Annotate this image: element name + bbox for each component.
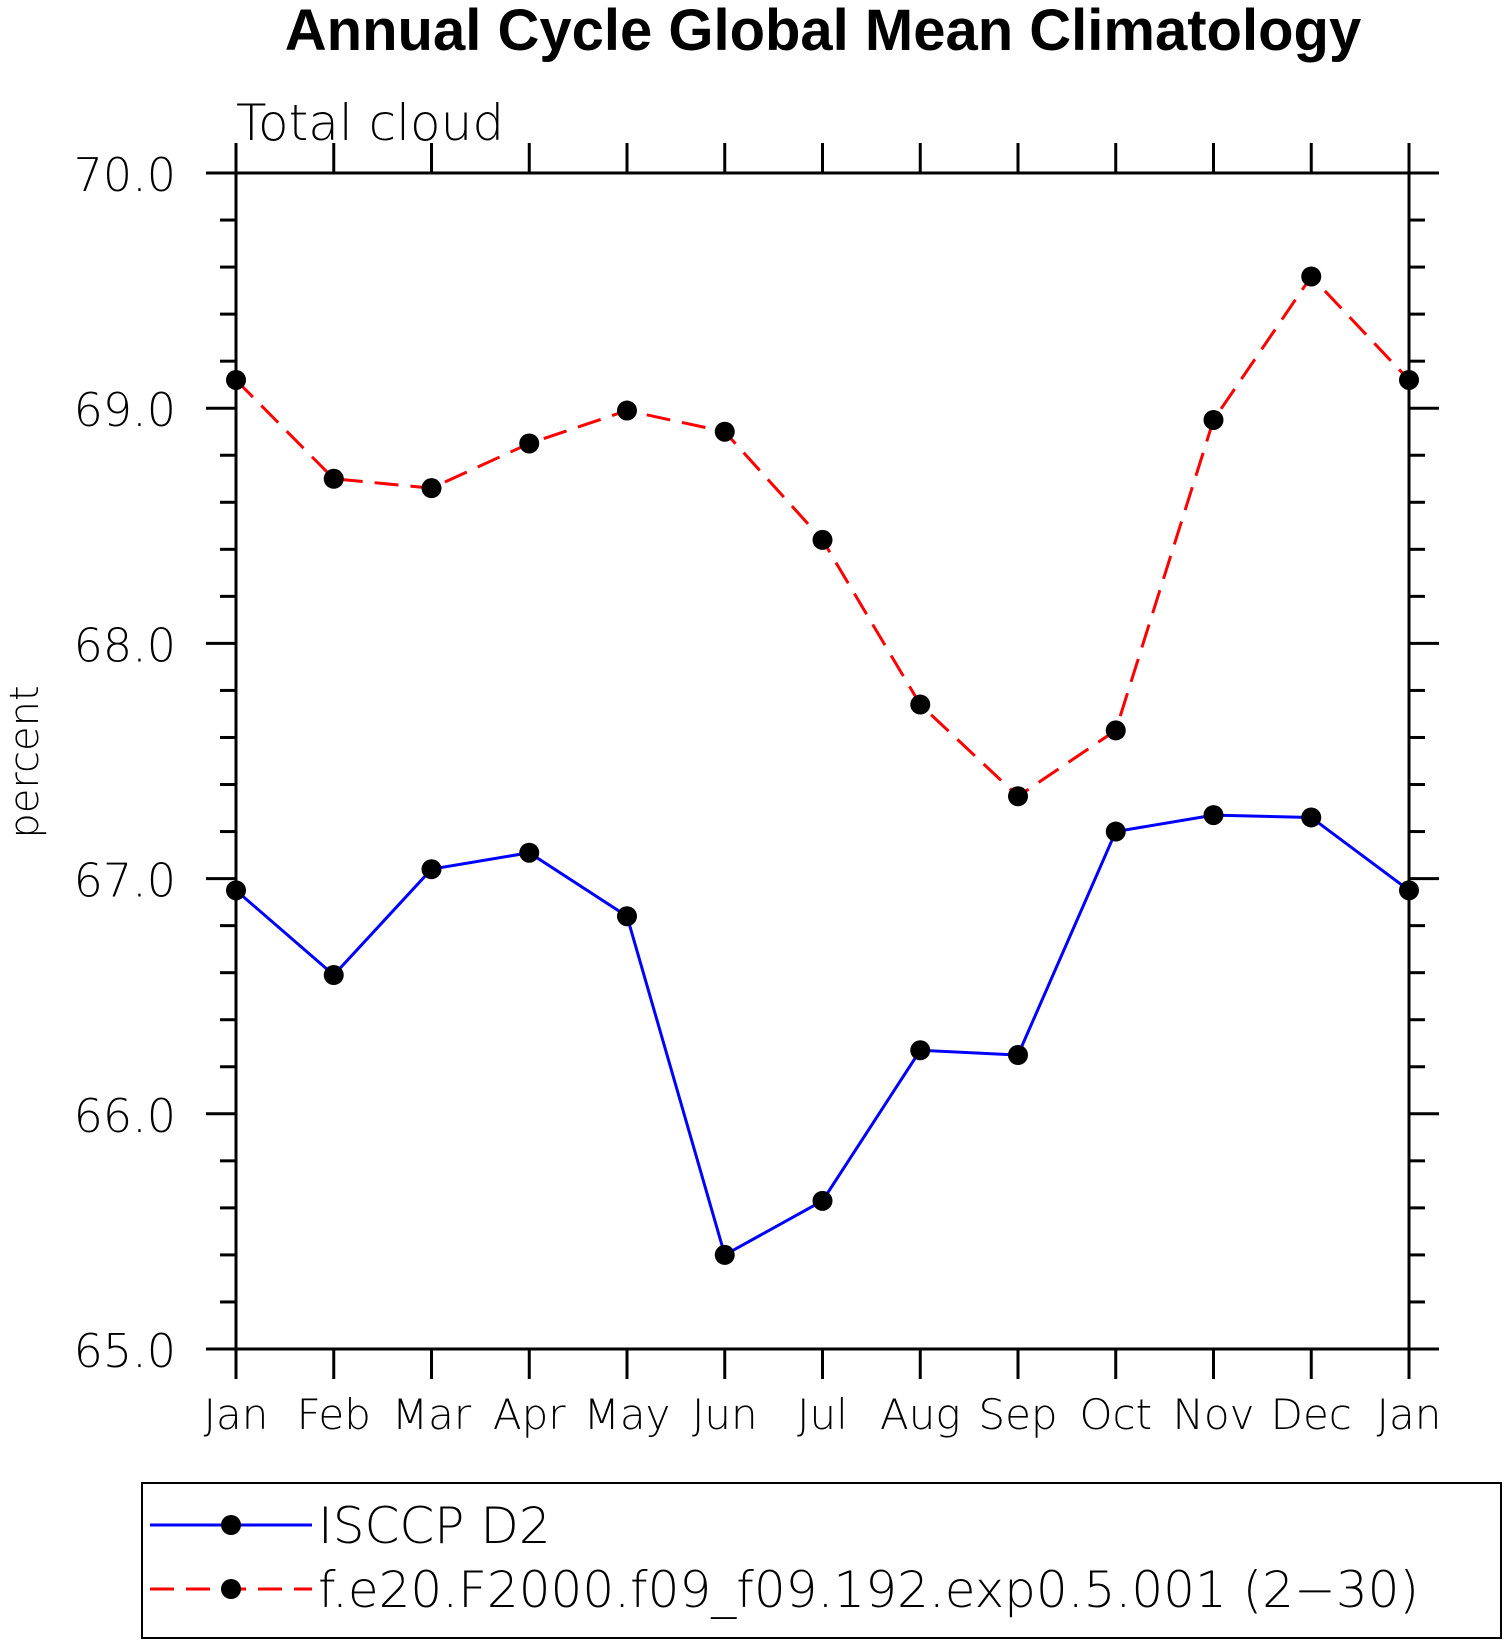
data-point xyxy=(714,421,735,442)
axes: 65.0 66.0 67.0 68.0 69.0 70.0 Jan Feb Mar Apr May J… xyxy=(74,143,1442,1439)
legend: ISCCP D2 f.e20.F2000.f09_f09.192.exp0.5.0… xyxy=(150,1497,1419,1619)
data-point xyxy=(1105,720,1126,741)
data-point xyxy=(617,400,637,421)
x-tick-label: Aug xyxy=(880,1390,961,1439)
y-tick-label: 67.0 xyxy=(74,854,176,908)
x-tick-label: Nov xyxy=(1173,1390,1255,1439)
x-tick-label: Mar xyxy=(392,1390,472,1439)
data-point xyxy=(323,965,344,986)
data-point xyxy=(1301,807,1322,828)
data-point xyxy=(1008,786,1028,807)
data-point xyxy=(812,529,833,550)
chart-subtitle: Total cloud xyxy=(236,94,504,152)
data-point xyxy=(519,433,540,454)
data-point xyxy=(812,1190,833,1211)
chart-title: Annual Cycle Global Mean Climatology xyxy=(285,0,1361,63)
legend-label: ISCCP D2 xyxy=(318,1497,551,1555)
data-point xyxy=(1203,805,1224,826)
x-tick-label: May xyxy=(584,1390,671,1439)
data-point xyxy=(617,906,637,927)
data-point xyxy=(910,1040,931,1061)
x-tick-label: Dec xyxy=(1271,1390,1352,1439)
y-tick-label: 69.0 xyxy=(74,383,176,437)
data-point xyxy=(226,880,246,901)
data-point xyxy=(519,842,540,863)
data-point xyxy=(1203,409,1224,430)
data-point xyxy=(1105,821,1126,842)
y-axis-label: percent xyxy=(2,685,48,838)
x-tick-label: Jul xyxy=(797,1390,848,1439)
x-tick-label: Feb xyxy=(297,1390,371,1439)
data-point xyxy=(910,694,931,715)
data-point xyxy=(714,1244,735,1265)
legend-label: f.e20.F2000.f09_f09.192.exp0.5.001 (2−30… xyxy=(318,1561,1419,1619)
x-tick-label: Jan xyxy=(1377,1390,1442,1439)
x-tick-label: Apr xyxy=(493,1390,566,1439)
x-tick-label: Jan xyxy=(204,1390,269,1439)
data-point xyxy=(1399,369,1419,390)
data-point xyxy=(323,468,344,489)
y-tick-label: 68.0 xyxy=(74,618,176,672)
y-tick-label: 66.0 xyxy=(74,1089,176,1143)
data-point xyxy=(1301,266,1322,287)
data-point xyxy=(1399,880,1419,901)
data-point xyxy=(421,478,442,499)
legend-swatch-marker xyxy=(221,1579,241,1599)
series-layer xyxy=(226,266,1419,1265)
series-line xyxy=(235,813,1410,1258)
data-point xyxy=(1008,1045,1028,1065)
y-tick-label: 65.0 xyxy=(74,1324,176,1378)
legend-box xyxy=(141,1482,1502,1639)
legend-swatch-marker xyxy=(221,1515,241,1535)
x-tick-label: Jun xyxy=(692,1390,758,1439)
plot-frame xyxy=(234,171,1411,1351)
data-point xyxy=(226,369,246,390)
x-tick-label: Sep xyxy=(978,1390,1057,1439)
x-tick-label: Oct xyxy=(1079,1390,1152,1439)
y-tick-label: 70.0 xyxy=(74,148,176,202)
data-point xyxy=(421,859,442,880)
